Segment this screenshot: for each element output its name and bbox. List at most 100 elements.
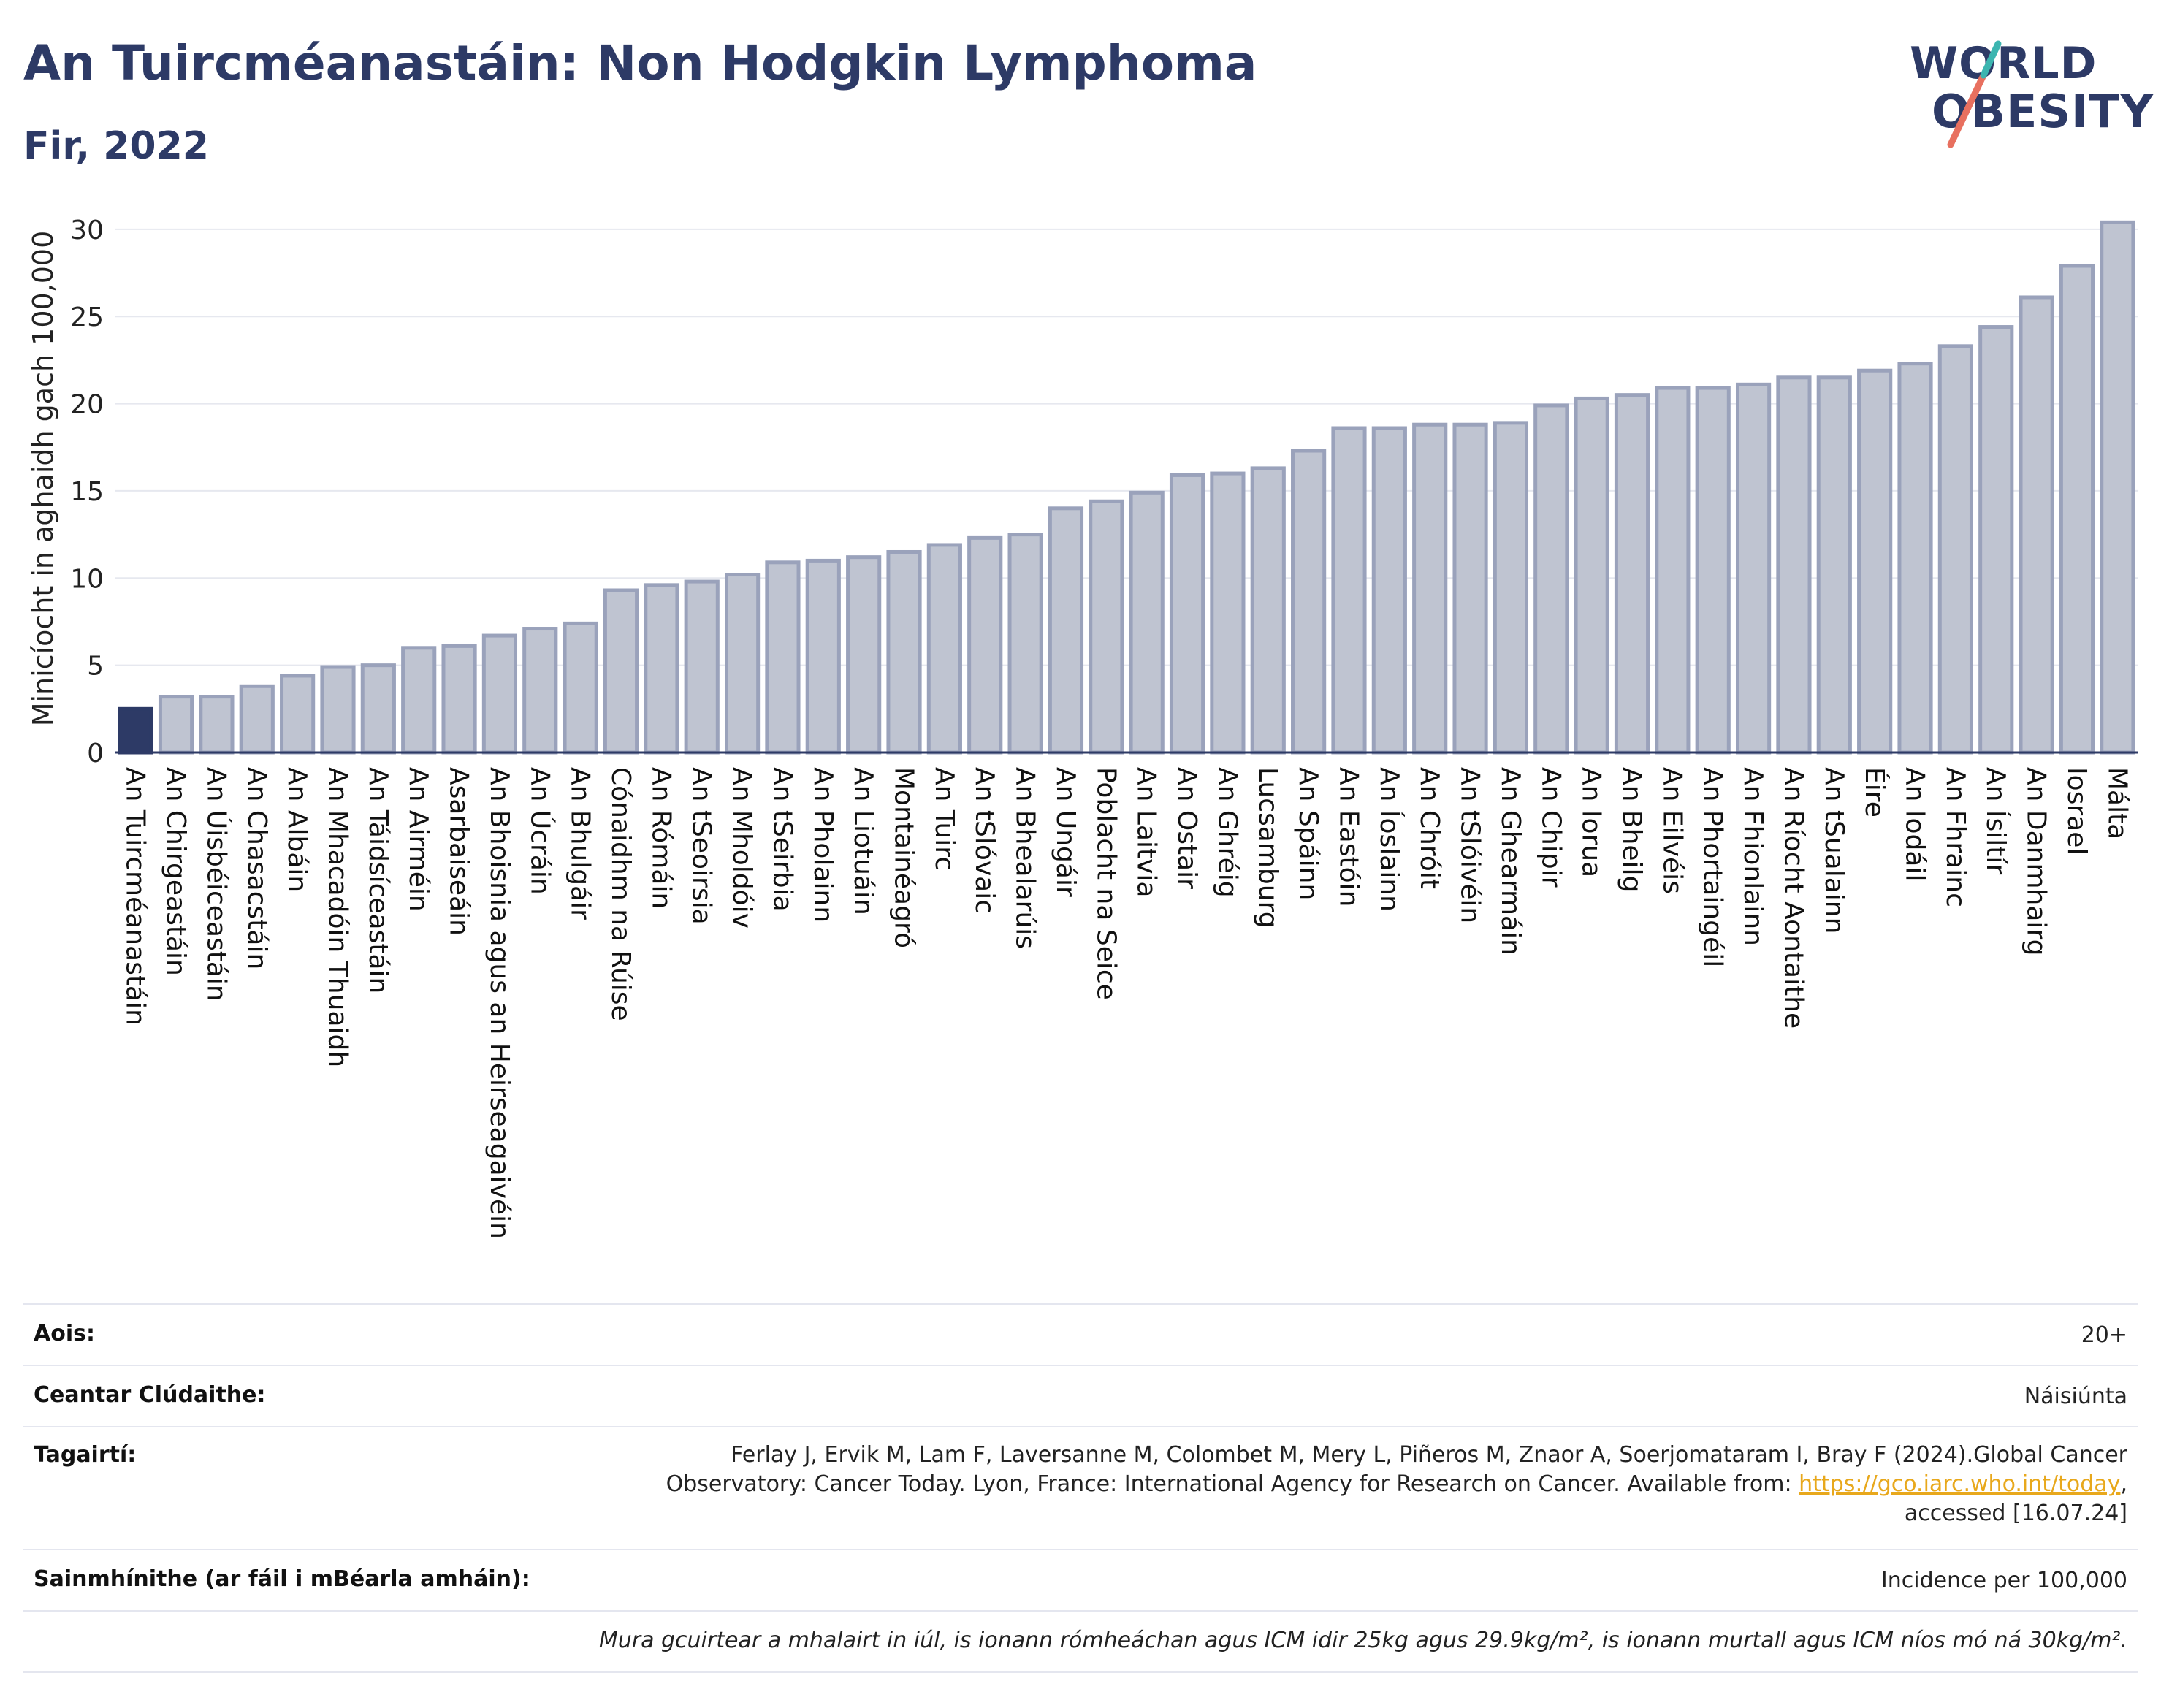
definitions-value: Incidence per 100,000 xyxy=(1880,1568,2127,1593)
bar[interactable] xyxy=(886,549,922,755)
x-tick-label: An Ghréig xyxy=(1212,767,1242,898)
bar[interactable] xyxy=(320,665,356,755)
y-tick-label: 0 xyxy=(87,739,104,769)
x-tick-label: An tSeoirsia xyxy=(687,767,717,925)
bar[interactable] xyxy=(1250,466,1286,755)
bar[interactable] xyxy=(1897,362,1933,755)
bar[interactable] xyxy=(1331,426,1367,755)
bar[interactable] xyxy=(1937,344,1973,755)
reference-link[interactable]: https://gco.iarc.who.int/today xyxy=(1799,1471,2121,1497)
x-tick-label: An Ríocht Aontaithe xyxy=(1778,767,1808,1029)
x-tick-label: An Albáin xyxy=(282,767,312,892)
bar[interactable] xyxy=(1452,422,1488,755)
info-table: Aois: 20+ Ceantar Clúdaithe: Náisiúnta T… xyxy=(23,1303,2138,1673)
bar[interactable] xyxy=(1129,490,1165,755)
bar[interactable] xyxy=(1291,449,1327,755)
x-tick-label: An Chasacstáin xyxy=(242,767,272,969)
bar[interactable] xyxy=(360,663,396,755)
bar[interactable] xyxy=(1048,506,1084,755)
bar[interactable] xyxy=(1169,473,1205,755)
x-tick-label: An Iodáil xyxy=(1900,767,1930,881)
x-tick-label: An tSlóvaic xyxy=(969,767,999,914)
x-tick-label: An Ghearmáin xyxy=(1495,767,1525,956)
bar[interactable] xyxy=(118,706,153,755)
x-tick-label: An Mholdóiv xyxy=(727,767,757,929)
bar[interactable] xyxy=(481,633,518,755)
coverage-label: Ceantar Clúdaithe: xyxy=(34,1382,266,1408)
bar[interactable] xyxy=(1695,386,1731,755)
bar[interactable] xyxy=(2019,295,2054,755)
bar[interactable] xyxy=(1816,375,1852,755)
info-row-age: Aois: 20+ xyxy=(23,1303,2138,1365)
y-tick-label: 15 xyxy=(70,477,104,507)
bar[interactable] xyxy=(158,695,194,755)
bar[interactable] xyxy=(1735,382,1772,755)
x-tick-label: An Eastóin xyxy=(1333,767,1363,907)
coverage-value: Náisiúnta xyxy=(2024,1384,2127,1409)
bar[interactable] xyxy=(239,684,275,755)
y-tick-label: 30 xyxy=(70,216,104,245)
x-tick-label: An Eilvéis xyxy=(1657,767,1687,894)
x-tick-label: An Bhulgáir xyxy=(565,767,595,920)
bar[interactable] xyxy=(1614,393,1650,755)
x-tick-label: Málta xyxy=(2102,767,2132,839)
x-tick-label: An Fhionlainn xyxy=(1738,767,1768,946)
x-tick-label: Montainéagró xyxy=(889,767,919,948)
x-tick-label: An Chipir xyxy=(1536,767,1566,888)
x-tick-label: An Pholainn xyxy=(808,767,838,923)
bar[interactable] xyxy=(765,560,801,755)
x-tick-label: Iosrael xyxy=(2062,767,2092,855)
axes: 0 5 10 15 20 25 30 An Tuircméanastáin An Chirgea… xyxy=(70,216,2138,1239)
bar[interactable] xyxy=(1574,396,1609,755)
bar[interactable] xyxy=(1493,421,1529,755)
age-value: 20+ xyxy=(2081,1322,2127,1348)
x-tick-label: An Bheilg xyxy=(1617,767,1647,892)
logo-line-1: WORLD xyxy=(1910,38,2097,89)
bar[interactable] xyxy=(1533,403,1569,755)
bar[interactable] xyxy=(805,558,841,755)
x-tick-label: An Bhoisnia agus an Heirseagaivéin xyxy=(484,767,514,1239)
bar[interactable] xyxy=(846,555,882,755)
references-label: Tagairtí: xyxy=(34,1442,137,1468)
bar[interactable] xyxy=(1371,426,1407,755)
bar[interactable] xyxy=(280,674,316,755)
info-row-definitions: Sainmhínithe (ar fáil i mBéarla amháin):… xyxy=(23,1549,2138,1610)
age-label: Aois: xyxy=(34,1321,95,1346)
bar[interactable] xyxy=(1412,422,1448,755)
x-tick-label: An Ungáir xyxy=(1051,767,1080,897)
bar[interactable] xyxy=(1857,368,1893,755)
bar[interactable] xyxy=(2059,264,2095,755)
x-tick-label: An Fhrainc xyxy=(1940,767,1970,907)
x-tick-label: An Chróit xyxy=(1414,767,1444,889)
bar[interactable] xyxy=(926,543,962,755)
bar[interactable] xyxy=(2100,220,2135,755)
x-tick-label: An Laitvia xyxy=(1132,767,1162,898)
bar[interactable] xyxy=(441,644,477,755)
bar[interactable] xyxy=(1007,533,1043,755)
logo-slash-icon xyxy=(1947,40,2002,148)
x-tick-label: An Táidsíceastáin xyxy=(363,767,393,994)
x-tick-label: An Tuirc xyxy=(929,767,959,871)
bar[interactable] xyxy=(401,646,437,755)
bar[interactable] xyxy=(1089,499,1124,755)
x-tick-label: An tSeirbia xyxy=(767,767,797,912)
bar[interactable] xyxy=(1978,325,2014,755)
bar[interactable] xyxy=(522,627,558,755)
x-tick-label: An Spáinn xyxy=(1293,767,1323,900)
page-subtitle: Fir, 2022 xyxy=(23,124,209,168)
info-row-coverage: Ceantar Clúdaithe: Náisiúnta xyxy=(23,1365,2138,1426)
bar[interactable] xyxy=(724,573,761,755)
bar[interactable] xyxy=(644,583,679,755)
x-tick-label: Asarbaiseáin xyxy=(444,767,474,936)
bar[interactable] xyxy=(1655,386,1691,755)
bar[interactable] xyxy=(199,695,235,755)
bar[interactable] xyxy=(603,588,639,755)
bar[interactable] xyxy=(1776,375,1812,755)
bar[interactable] xyxy=(967,535,1003,755)
footnote: Mura gcuirtear a mhalairt in iúl, is ion… xyxy=(598,1628,2127,1653)
bar[interactable] xyxy=(684,579,720,755)
definitions-label: Sainmhínithe (ar fáil i mBéarla amháin): xyxy=(34,1566,530,1592)
bar[interactable] xyxy=(563,621,598,755)
x-tick-label: Poblacht na Seice xyxy=(1091,767,1121,1000)
bar[interactable] xyxy=(1210,471,1246,755)
